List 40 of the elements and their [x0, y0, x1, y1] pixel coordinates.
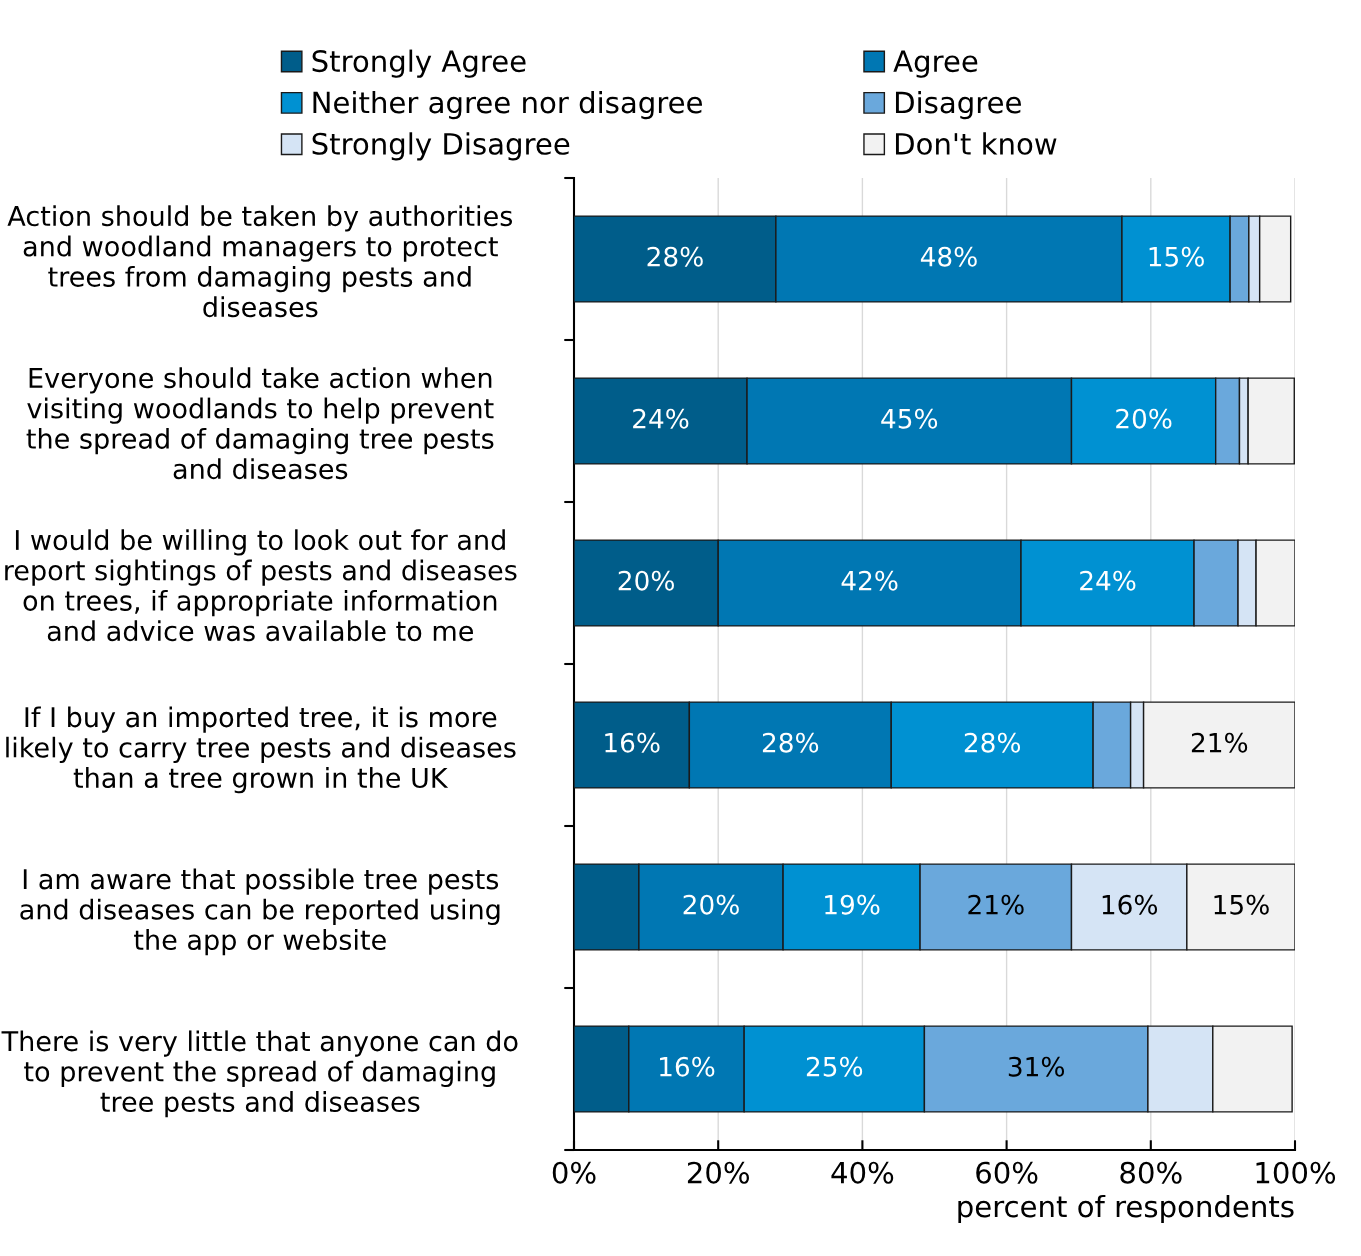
- data-label: 20%: [1116, 408, 1172, 429]
- legend-label: Disagree: [895, 90, 1021, 120]
- legend-label: Agree: [893, 50, 978, 78]
- x-tick-label: 20%: [687, 1161, 749, 1184]
- data-label: 48%: [920, 246, 977, 267]
- data-label: 45%: [881, 408, 938, 429]
- legend-label: Strongly Disagree: [312, 132, 570, 161]
- legend-label: Neither agree nor disagree: [313, 90, 702, 120]
- x-axis-title: percent of respondents: [958, 1194, 1294, 1224]
- y-tick-label: I would be willing to look out for and report sightings of pests and diseases on trees, if appropriate information and advice was available to me: [5, 529, 517, 642]
- x-tick-label: 40%: [831, 1161, 894, 1184]
- x-tick-label: 0%: [552, 1161, 596, 1184]
- data-label: 24%: [1080, 570, 1136, 591]
- data-label: 20%: [618, 570, 674, 591]
- y-tick-label: Action should be taken by authorities and woodland managers to protect trees from damaging pests and diseases: [7, 205, 513, 318]
- data-label: 21%: [1191, 732, 1248, 753]
- data-label: 28%: [964, 732, 1021, 753]
- x-tick-label: 80%: [1120, 1161, 1182, 1184]
- data-label: 20%: [683, 894, 739, 915]
- x-tick-label: 100%: [1256, 1161, 1336, 1184]
- y-tick-label: If I buy an imported tree, it is more likely to carry tree pests and diseases than a tree grown in the UK: [6, 706, 516, 794]
- legend-label: Strongly Agree: [312, 49, 526, 78]
- data-label: 16%: [660, 1056, 715, 1077]
- legend-label: Don't know: [895, 132, 1057, 155]
- data-label: 19%: [825, 894, 880, 915]
- y-tick-label: Everyone should take action when visiting woodlands to help prevent the spread of damaging tree pests and diseases: [26, 367, 494, 480]
- data-label: 28%: [762, 732, 819, 753]
- y-tick-label: I am aware that possible tree pests and diseases can be reported using the app or website: [20, 868, 500, 956]
- data-label: 31%: [1008, 1056, 1065, 1077]
- data-label: 28%: [647, 246, 703, 267]
- data-label: 15%: [1149, 246, 1204, 267]
- data-label: 25%: [806, 1056, 863, 1077]
- data-label: 24%: [633, 408, 689, 429]
- data-label: 15%: [1214, 894, 1269, 915]
- data-label: 21%: [968, 894, 1024, 915]
- data-label: 16%: [1102, 894, 1158, 915]
- data-label: 16%: [605, 732, 660, 753]
- data-label: 42%: [841, 570, 898, 591]
- x-tick-label: 60%: [976, 1161, 1038, 1184]
- y-tick-label: There is very little that anyone can do to prevent the spread of damaging tree pests and diseases: [1, 1030, 518, 1118]
